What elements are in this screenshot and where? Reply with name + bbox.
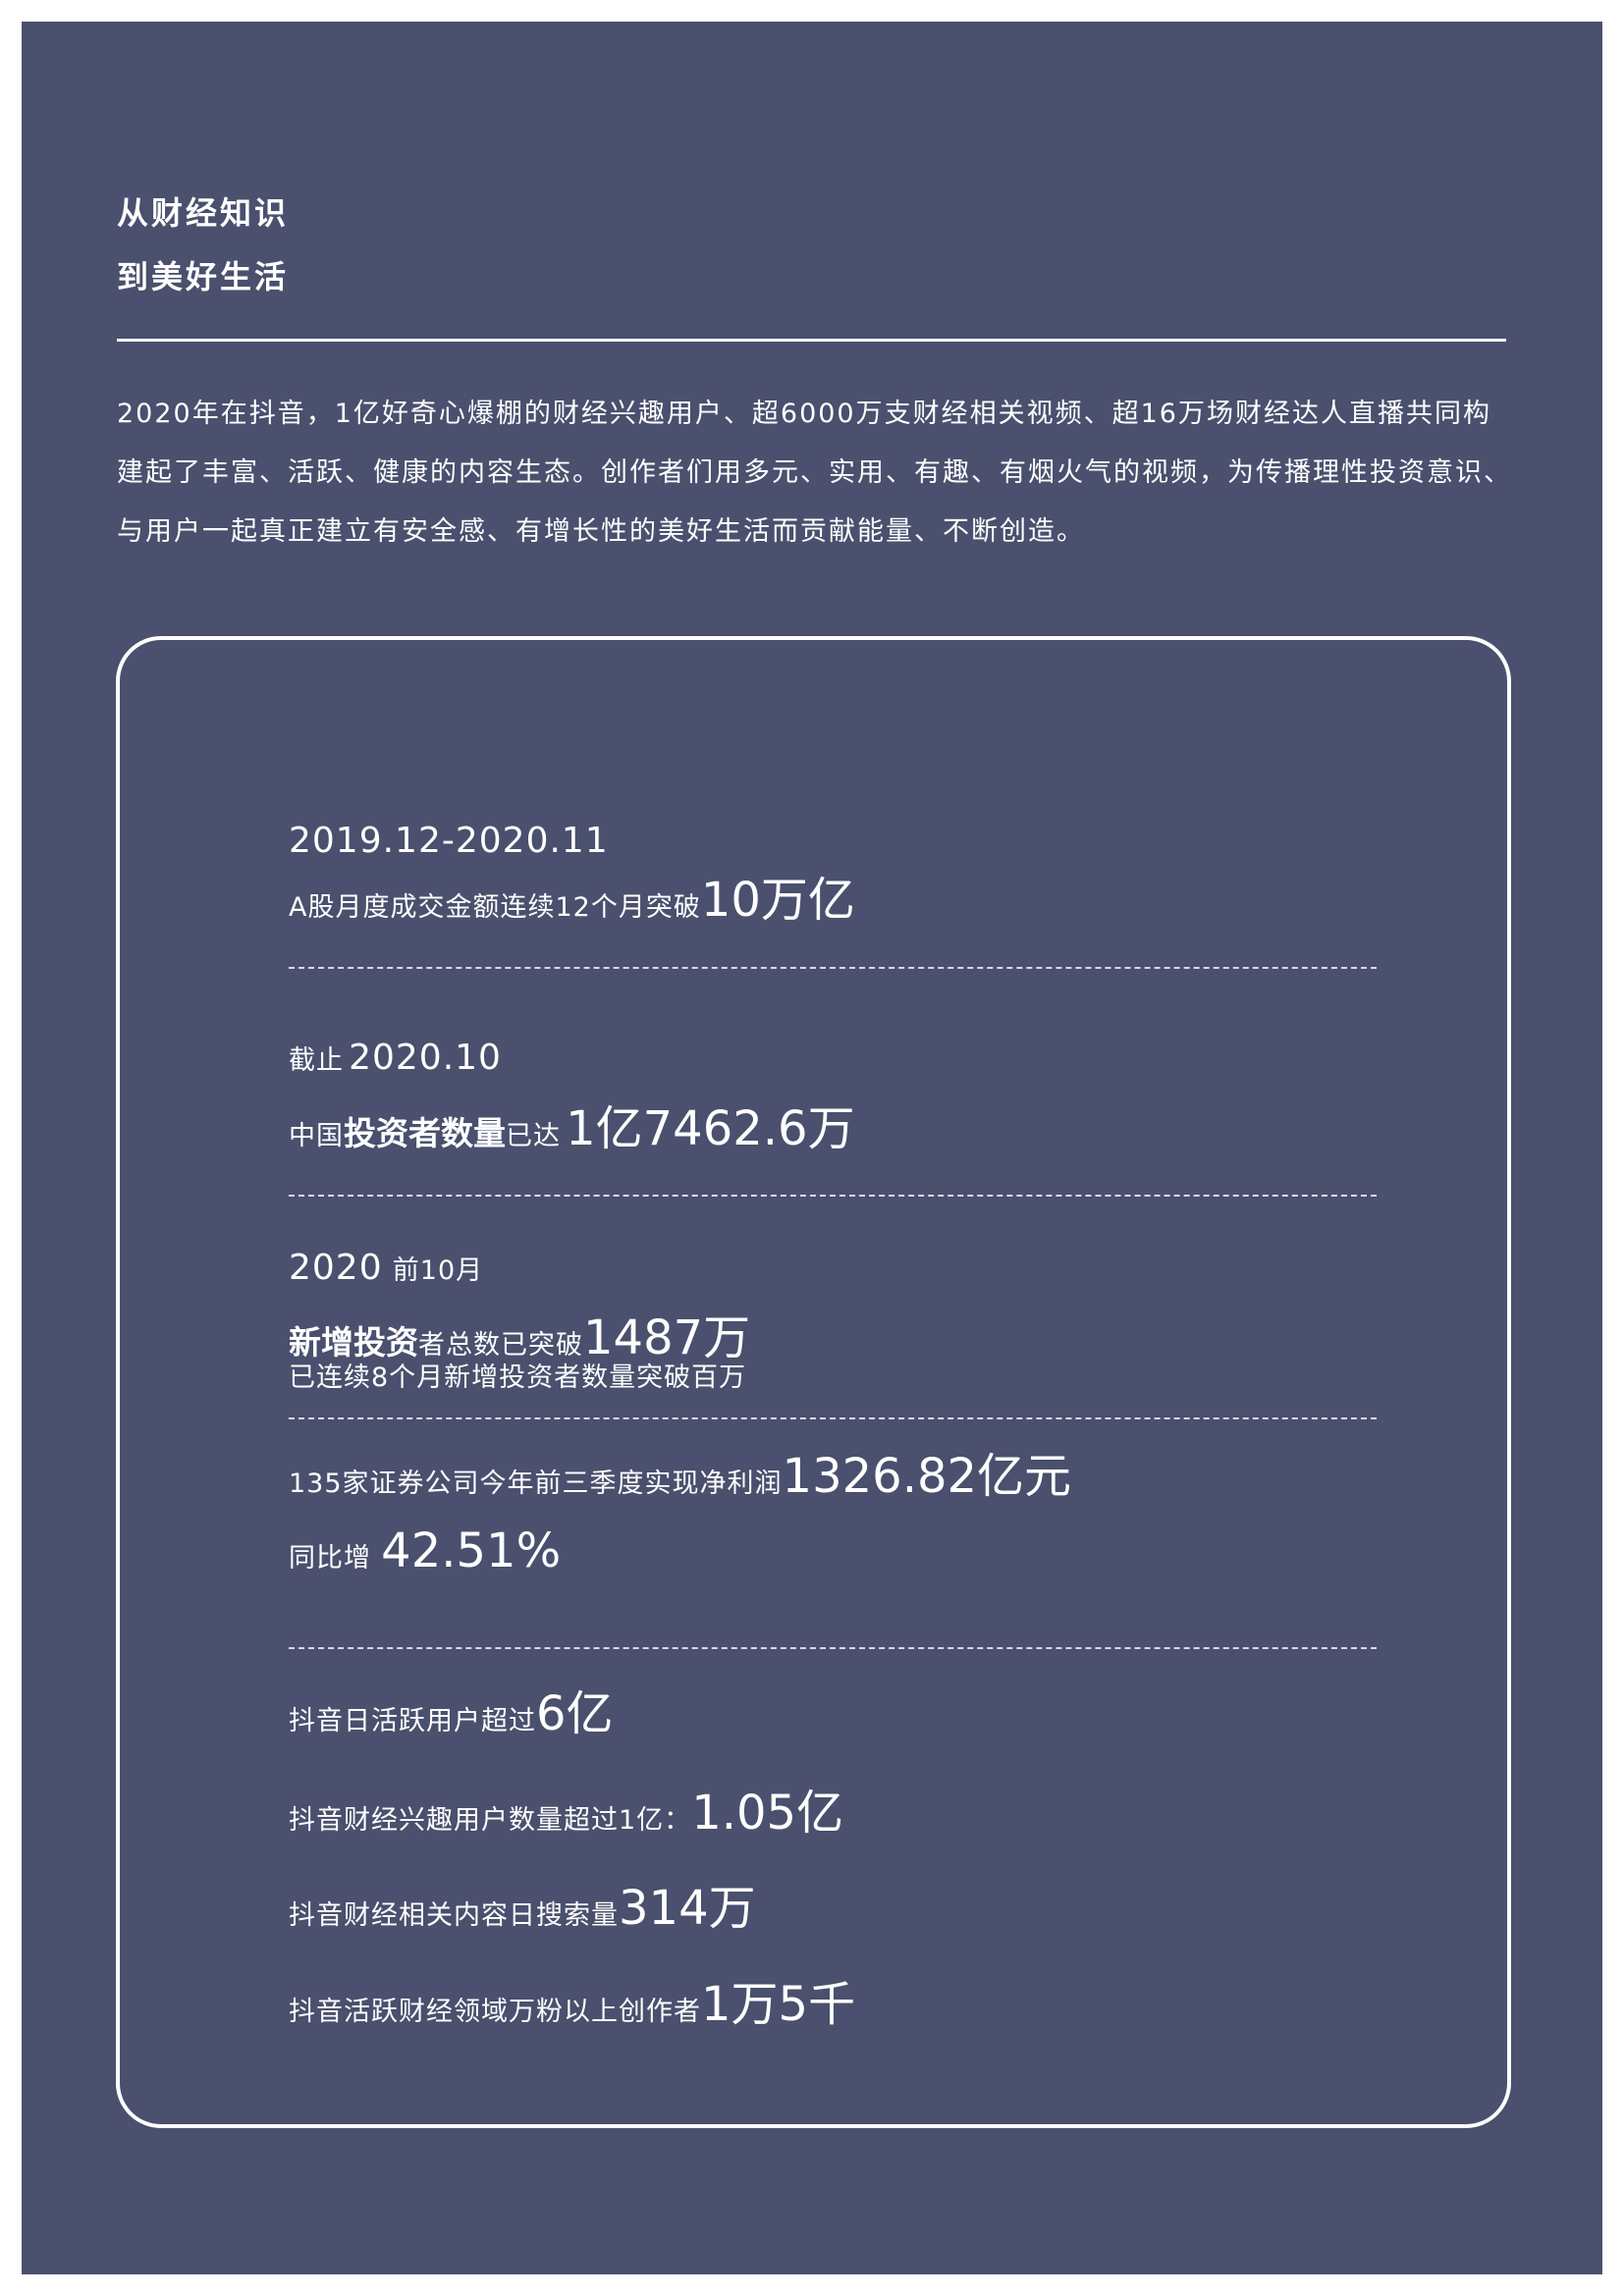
- douyin-stat-text: 抖音活跃财经领域万粉以上创作者: [289, 1997, 701, 2027]
- investors-line: 中国投资者数量已达 1亿7462.6万: [289, 1090, 855, 1158]
- douyin-stat-value: 1万5千: [701, 1977, 856, 2032]
- dashed-divider: [289, 1195, 1377, 1197]
- securities-growth-line: 同比增 42.51%: [289, 1523, 561, 1578]
- investors-prefix: 截止: [289, 1045, 344, 1076]
- douyin-stat: 抖音财经兴趣用户数量超过1亿：1.05亿: [289, 1774, 843, 1842]
- dashed-divider: [289, 1417, 1377, 1419]
- securities-line: 135家证券公司今年前三季度实现净利润1326.82亿元: [289, 1437, 1071, 1506]
- a-share-value: 10万亿: [700, 873, 855, 928]
- douyin-stat-text: 抖音财经相关内容日搜索量: [289, 1900, 619, 1931]
- dashed-divider: [289, 1647, 1377, 1649]
- new-investors-value: 1487万: [583, 1310, 751, 1365]
- securities-growth-value: 42.51%: [381, 1523, 562, 1578]
- new-investors-period: 前10月: [392, 1255, 484, 1286]
- new-investors-text-bold: 新增投资: [289, 1323, 418, 1362]
- douyin-stat: 抖音日活跃用户超过6亿: [289, 1675, 614, 1743]
- douyin-stat-value: 1.05亿: [691, 1786, 844, 1841]
- douyin-stat-text: 抖音财经兴趣用户数量超过1亿：: [289, 1805, 692, 1836]
- new-investors-note: 已连续8个月新增投资者数量突破百万: [289, 1362, 747, 1393]
- page-title-line1: 从财经知识: [117, 194, 290, 232]
- investors-value: 1亿7462.6万: [566, 1101, 855, 1156]
- new-investors-period-line: 2020 前10月: [289, 1248, 483, 1288]
- new-investors-year: 2020: [289, 1248, 383, 1288]
- securities-value: 1326.82亿元: [782, 1449, 1072, 1504]
- page-title-line2: 到美好生活: [117, 258, 290, 295]
- a-share-period: 2019.12-2020.11: [289, 821, 609, 861]
- stats-card: 2019.12-2020.11 A股月度成交金额连续12个月突破10万亿 截止 …: [116, 636, 1511, 2128]
- securities-growth-label: 同比增: [289, 1543, 371, 1574]
- securities-text: 135家证券公司今年前三季度实现净利润: [289, 1468, 783, 1499]
- new-investors-line: 新增投资者总数已突破1487万: [289, 1299, 750, 1367]
- intro-paragraph: 2020年在抖音，1亿好奇心爆棚的财经兴趣用户、超6000万支财经相关视频、超1…: [117, 399, 1512, 547]
- investors-date: 2020.10: [349, 1038, 502, 1078]
- dashed-divider: [289, 967, 1377, 969]
- douyin-stat: 抖音活跃财经领域万粉以上创作者1万5千: [289, 1965, 855, 2034]
- douyin-stat-value: 6亿: [536, 1686, 614, 1741]
- investors-text-a: 中国: [289, 1121, 344, 1151]
- a-share-line: A股月度成交金额连续12个月突破10万亿: [289, 861, 855, 930]
- investors-text-c: 已达: [506, 1121, 561, 1151]
- investors-date-line: 截止 2020.10: [289, 1038, 502, 1078]
- page-background: 从财经知识 到美好生活 2020年在抖音，1亿好奇心爆棚的财经兴趣用户、超600…: [22, 22, 1602, 2274]
- douyin-stat-value: 314万: [619, 1881, 756, 1936]
- douyin-stat: 抖音财经相关内容日搜索量314万: [289, 1869, 756, 1938]
- title-divider: [117, 339, 1506, 342]
- douyin-stat-text: 抖音日活跃用户超过: [289, 1706, 536, 1736]
- a-share-text: A股月度成交金额连续12个月突破: [289, 892, 701, 923]
- new-investors-text: 者总数已突破: [418, 1330, 583, 1361]
- investors-text-b: 投资者数量: [344, 1114, 506, 1152]
